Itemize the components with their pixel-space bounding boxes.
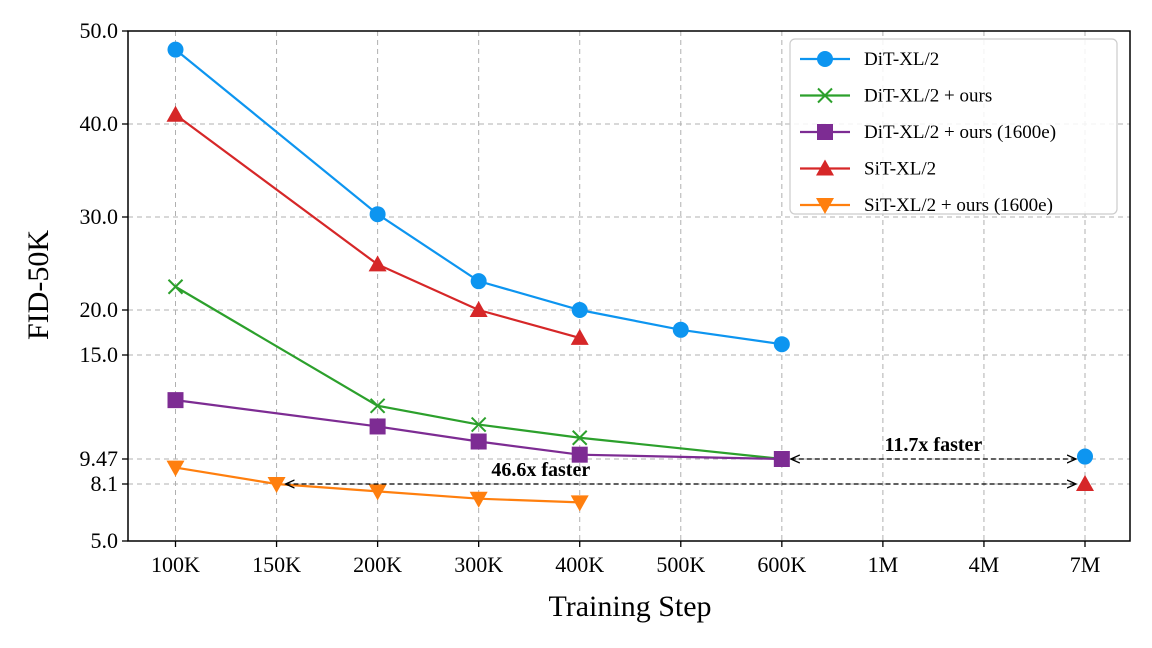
series-layer — [166, 41, 1094, 512]
x-tick-label: 100K — [151, 552, 200, 577]
legend-marker — [816, 159, 834, 176]
legend-entry: DiT-XL/2 + ours — [800, 86, 992, 107]
speedup-annotation-1: 11.7x faster — [791, 434, 1076, 459]
plot-frame — [127, 30, 1131, 542]
data-point — [1076, 475, 1094, 491]
legend-label: DiT-XL/2 — [864, 49, 939, 70]
data-point — [267, 477, 286, 493]
data-point — [470, 433, 487, 450]
y-tick-label: 15.0 — [80, 342, 119, 367]
data-point — [470, 416, 487, 433]
axes-layer: 100K 150K 200K 300K 400K 500K 600K 1M 4M 7M 5.0 8.1… — [80, 18, 1131, 577]
legend-entry: SiT-XL/2 — [800, 159, 936, 180]
legend-label: DiT-XL/2 + ours — [864, 86, 992, 107]
x-tick-label: 500K — [656, 552, 705, 577]
series-1 — [167, 41, 1093, 465]
legend-label: DiT-XL/2 + ours (1600e) — [864, 122, 1056, 143]
data-point — [167, 41, 184, 58]
legend: DiT-XL/2 DiT-XL/2 + ours DiT-XL/2 + ours (… — [789, 38, 1118, 216]
y-tick-label: 8.1 — [91, 471, 119, 496]
series-3 — [167, 392, 790, 467]
y-tick-label: 5.0 — [91, 528, 119, 553]
data-point — [369, 206, 386, 223]
data-point — [470, 273, 487, 290]
data-point — [166, 105, 185, 122]
y-tick-label: 50.0 — [80, 18, 119, 43]
legend-marker — [816, 198, 834, 214]
x-tick-label: 600K — [757, 552, 806, 577]
data-point — [369, 418, 386, 435]
data-point — [167, 392, 184, 409]
x-tick-label: 400K — [555, 552, 604, 577]
data-point — [572, 430, 588, 446]
data-point — [1077, 448, 1093, 465]
x-tick-label: 200K — [353, 552, 402, 577]
data-point — [672, 321, 689, 338]
legend-entry: SiT-XL/2 + ours (1600e) — [800, 195, 1053, 216]
y-tick-label: 20.0 — [80, 297, 119, 322]
legend-entry: DiT-XL/2 — [800, 49, 939, 70]
data-point — [368, 255, 387, 272]
x-axis-title: Training Step — [548, 590, 711, 623]
y-tick-label: 9.47 — [80, 446, 119, 471]
annotation-layer: 11.7x faster 46.6x faster — [286, 434, 1076, 484]
data-point — [773, 451, 790, 467]
speedup-label: 11.7x faster — [885, 434, 983, 456]
y-tick-label: 30.0 — [80, 204, 119, 229]
speedup-annotation-2: 46.6x faster — [286, 459, 1076, 484]
data-point — [570, 328, 589, 345]
data-point — [369, 398, 386, 414]
legend-marker — [817, 124, 833, 140]
data-point — [571, 446, 588, 463]
y-axis-title: FID-50K — [22, 230, 55, 340]
series-line — [174, 48, 782, 346]
legend-label: SiT-XL/2 + ours (1600e) — [864, 195, 1053, 216]
data-point — [167, 279, 184, 295]
legend-label: SiT-XL/2 — [864, 159, 936, 180]
y-tick-label: 40.0 — [80, 111, 119, 136]
data-point — [773, 336, 790, 353]
series-2 — [167, 279, 790, 467]
series-4 — [166, 105, 1094, 491]
data-point — [469, 301, 488, 317]
legend-entry: DiT-XL/2 + ours (1600e) — [800, 122, 1056, 143]
x-tick-label: 1M — [868, 552, 899, 577]
data-point — [570, 495, 589, 512]
legend-box — [789, 38, 1118, 215]
legend-marker — [817, 51, 833, 67]
x-tick-label: 300K — [454, 552, 503, 577]
series-line — [174, 113, 581, 339]
data-point — [469, 491, 488, 508]
data-point — [166, 460, 185, 477]
speedup-label: 46.6x faster — [491, 459, 590, 481]
data-point — [571, 302, 588, 318]
x-tick-label: 150K — [252, 552, 301, 577]
legend-marker — [817, 87, 833, 104]
x-tick-label: 7M — [1070, 552, 1101, 577]
x-tick-label: 4M — [969, 552, 1000, 577]
